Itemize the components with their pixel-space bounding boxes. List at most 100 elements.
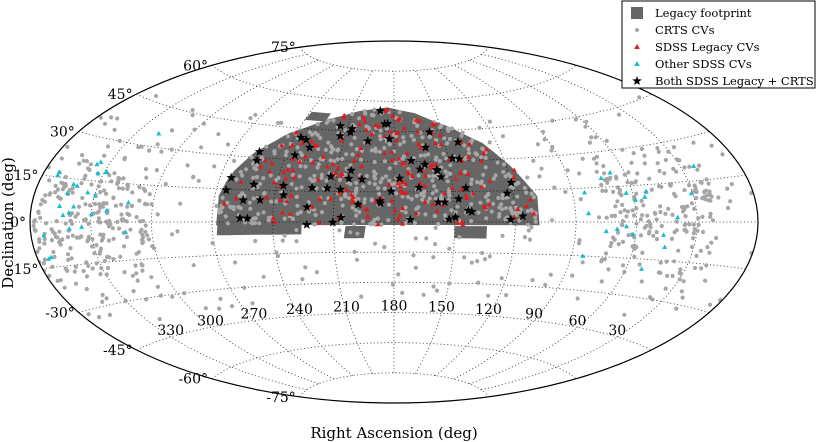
crts-cv-point — [630, 208, 635, 213]
crts-cv-point — [677, 277, 682, 282]
crts-cv-point — [100, 299, 105, 304]
parallel-line — [136, 312, 652, 351]
crts-cv-point — [226, 142, 231, 147]
crts-cv-point — [403, 205, 408, 210]
crts-cv-point — [441, 151, 446, 156]
crts-cv-point — [314, 270, 319, 275]
sdss-legacy-cv-point — [299, 140, 305, 145]
crts-cv-point — [98, 248, 103, 253]
crts-cv-point — [462, 255, 467, 260]
parallel-line — [211, 64, 577, 102]
crts-cv-point — [447, 136, 453, 142]
sdss-legacy-cv-point — [460, 221, 466, 227]
sdss-legacy-cv-point — [357, 121, 363, 127]
crts-cv-point — [543, 282, 548, 288]
crts-cv-point — [695, 228, 700, 233]
sdss-legacy-cv-point — [291, 174, 297, 180]
crts-cv-point — [249, 155, 254, 160]
crts-cv-point — [90, 266, 95, 271]
crts-cv-point — [323, 147, 328, 152]
other-sdss-cv-point — [691, 163, 697, 169]
frame-layer — [29, 40, 759, 404]
legend-box — [621, 0, 816, 89]
crts-cv-point — [431, 255, 436, 260]
crts-cv-point — [691, 140, 696, 145]
crts-cv-point — [137, 185, 142, 190]
crts-cv-point — [77, 161, 82, 166]
crts-cv-point — [447, 281, 452, 286]
tick-labels: 330 300 270 240 210 180 150 120 90 60 30 75° 60° 45° 3… — [9, 40, 626, 406]
crts-cv-point — [69, 256, 74, 261]
crts-cv-point — [594, 154, 600, 159]
crts-cv-point — [125, 182, 130, 187]
crts-cv-point — [42, 237, 47, 242]
crts-cv-point — [681, 209, 686, 214]
crts-cv-point — [353, 190, 358, 195]
sdss-legacy-cv-point — [441, 190, 447, 196]
crts-cv-point — [615, 199, 620, 204]
crts-cv-point — [655, 161, 660, 166]
crts-cv-point — [515, 194, 520, 199]
crts-cv-point — [725, 186, 730, 191]
crts-cv-point — [261, 176, 266, 181]
crts-cv-point — [134, 271, 139, 276]
crts-cv-point — [368, 221, 373, 226]
crts-cv-point — [509, 208, 514, 213]
sdss-legacy-cv-point — [479, 184, 485, 189]
crts-cv-point — [469, 177, 474, 182]
other-sdss-cv-point — [74, 183, 80, 188]
crts-cv-point — [59, 180, 64, 185]
crts-cv-point — [462, 143, 467, 148]
legend-sdss-legacy-marker — [634, 44, 640, 49]
crts-cv-point — [403, 210, 408, 215]
sdss-legacy-cv-point — [438, 141, 444, 147]
sdss-legacy-cv-point — [464, 195, 470, 200]
crts-cv-point — [96, 209, 101, 214]
other-sdss-cv-point — [57, 203, 63, 208]
crts-cv-point — [609, 213, 614, 218]
crts-cv-point — [594, 169, 599, 174]
crts-cv-point — [214, 203, 219, 208]
crts-cv-point — [466, 151, 472, 156]
crts-cv-point — [698, 248, 704, 253]
crts-cv-point — [272, 151, 277, 156]
crts-cv-point — [409, 196, 414, 202]
sdss-legacy-cv-point — [466, 141, 472, 146]
crts-cv-point — [549, 148, 554, 153]
crts-cv-point — [692, 206, 697, 211]
sdss-legacy-cv-point — [350, 197, 356, 203]
sdss-legacy-cv-point — [400, 221, 406, 226]
crts-cv-point — [525, 175, 530, 180]
crts-cv-point — [220, 195, 225, 200]
sdss-legacy-cv-point — [395, 216, 401, 222]
other-sdss-cv-point — [98, 159, 104, 164]
crts-cv-point — [147, 192, 152, 197]
crts-cv-point — [364, 173, 369, 179]
sdss-legacy-cv-point — [409, 173, 415, 179]
crts-cv-point — [612, 213, 618, 218]
sdss-legacy-cv-point — [463, 192, 469, 198]
crts-cv-point — [620, 239, 626, 244]
crts-cv-point — [40, 197, 45, 203]
crts-cv-point — [444, 141, 449, 146]
both-sdss-crts-point — [386, 186, 396, 196]
sdss-legacy-cv-point — [459, 218, 465, 224]
crts-cv-point — [372, 182, 377, 187]
crts-cv-point — [229, 304, 235, 309]
crts-cv-point — [577, 171, 582, 176]
crts-cv-point — [53, 183, 58, 188]
legend-other-sdss-marker — [634, 61, 640, 66]
both-sdss-crts-point — [405, 214, 415, 224]
sdss-legacy-cv-point — [289, 142, 295, 148]
crts-cv-point — [606, 267, 611, 272]
crts-cv-point — [409, 133, 414, 138]
crts-cv-point — [163, 182, 168, 187]
crts-cv-point — [81, 158, 86, 163]
sdss-legacy-cv-point — [302, 153, 308, 159]
other-sdss-cv-point — [632, 197, 639, 202]
crts-cv-point — [447, 193, 452, 198]
crts-cv-point — [382, 145, 387, 151]
other-sdss-cv-point — [585, 210, 592, 216]
crts-cv-point — [720, 152, 725, 157]
